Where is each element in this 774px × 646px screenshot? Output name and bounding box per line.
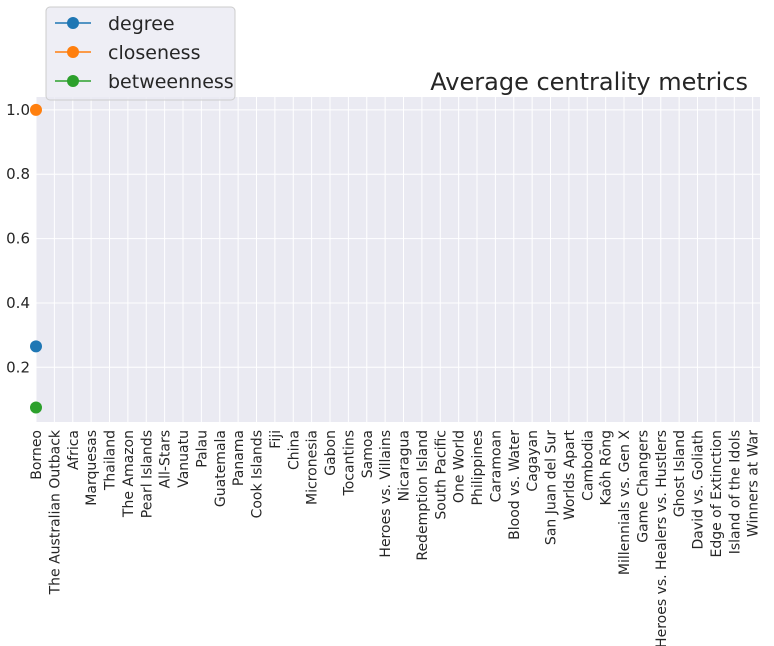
x-tick-label: Africa: [66, 430, 82, 470]
x-tick-label: Cagayan: [525, 430, 541, 492]
legend-marker: [67, 46, 79, 58]
x-tick-label: South Pacific: [433, 430, 449, 520]
legend-marker: [67, 75, 79, 87]
x-tick-label: Samoa: [360, 430, 376, 478]
x-tick-label: Guatemala: [213, 430, 229, 507]
x-tick-label: The Amazon: [121, 430, 137, 518]
x-tick-label: Borneo: [29, 430, 45, 480]
x-tick-label: Game Changers: [635, 430, 651, 543]
data-point: [30, 401, 42, 414]
x-tick-label: Cook Islands: [250, 430, 266, 518]
x-tick-label: Pearl Islands: [139, 430, 155, 518]
x-tick-label: Island of the Idols: [727, 430, 743, 554]
legend-box: [45, 6, 236, 101]
x-tick-label: Millennials vs. Gen X: [617, 430, 633, 575]
x-tick-label: Philippines: [470, 430, 486, 505]
x-tick-label: Winners at War: [746, 430, 762, 537]
x-tick-label: Vanuatu: [176, 430, 192, 488]
data-point: [30, 103, 42, 116]
x-tick-label: San Juan del Sur: [544, 430, 560, 545]
y-tick-label: 0.8: [6, 165, 30, 183]
x-tick-label: Redemption Island: [415, 430, 431, 561]
chart-title: Average centrality metrics: [430, 68, 748, 96]
legend-label: closeness: [108, 42, 200, 64]
data-point: [30, 340, 42, 353]
x-tick-label: Gabon: [323, 430, 339, 476]
x-tick-label: Edge of Extinction: [709, 430, 725, 558]
plot-area: [36, 97, 760, 422]
x-tick-label: Marquesas: [84, 430, 100, 506]
x-tick-label: Micronesia: [305, 430, 321, 505]
x-tick-label: Kaôh Rōng: [599, 430, 615, 505]
x-tick-label: The Australian Outback: [47, 429, 63, 595]
x-tick-label: Worlds Apart: [562, 429, 578, 520]
x-tick-label: Caramoan: [488, 430, 504, 502]
x-tick-label: Blood vs. Water: [507, 430, 523, 540]
legend-label: betweenness: [108, 71, 234, 93]
x-tick-label: All-Stars: [158, 430, 174, 488]
legend: degree closeness betweenness: [45, 6, 236, 101]
x-tick-label: Tocantins: [341, 430, 357, 496]
x-tick-label: Heroes vs. Villains: [378, 430, 394, 558]
x-tick-label: One World: [452, 430, 468, 503]
y-tick-label: 0.2: [6, 358, 30, 376]
y-tick-label: 0.4: [6, 294, 30, 312]
x-tick-label: Nicaragua: [397, 430, 413, 501]
x-tick-label: Fiji: [268, 430, 284, 449]
legend-marker: [67, 17, 79, 29]
x-tick-label: Cambodia: [580, 430, 596, 501]
legend-label: degree: [108, 13, 175, 35]
x-tick-label: Ghost Island: [672, 430, 688, 517]
y-tick-label: 1.0: [6, 101, 30, 119]
y-tick-label: 0.6: [6, 230, 30, 248]
x-tick-label: Palau: [194, 430, 210, 468]
x-tick-label: China: [286, 430, 302, 470]
x-tick-label: Panama: [231, 430, 247, 486]
x-tick-label: Heroes vs. Healers vs. Hustlers: [654, 430, 670, 646]
x-tick-label: Thailand: [103, 430, 119, 491]
x-tick-label: David vs. Goliath: [691, 430, 707, 550]
